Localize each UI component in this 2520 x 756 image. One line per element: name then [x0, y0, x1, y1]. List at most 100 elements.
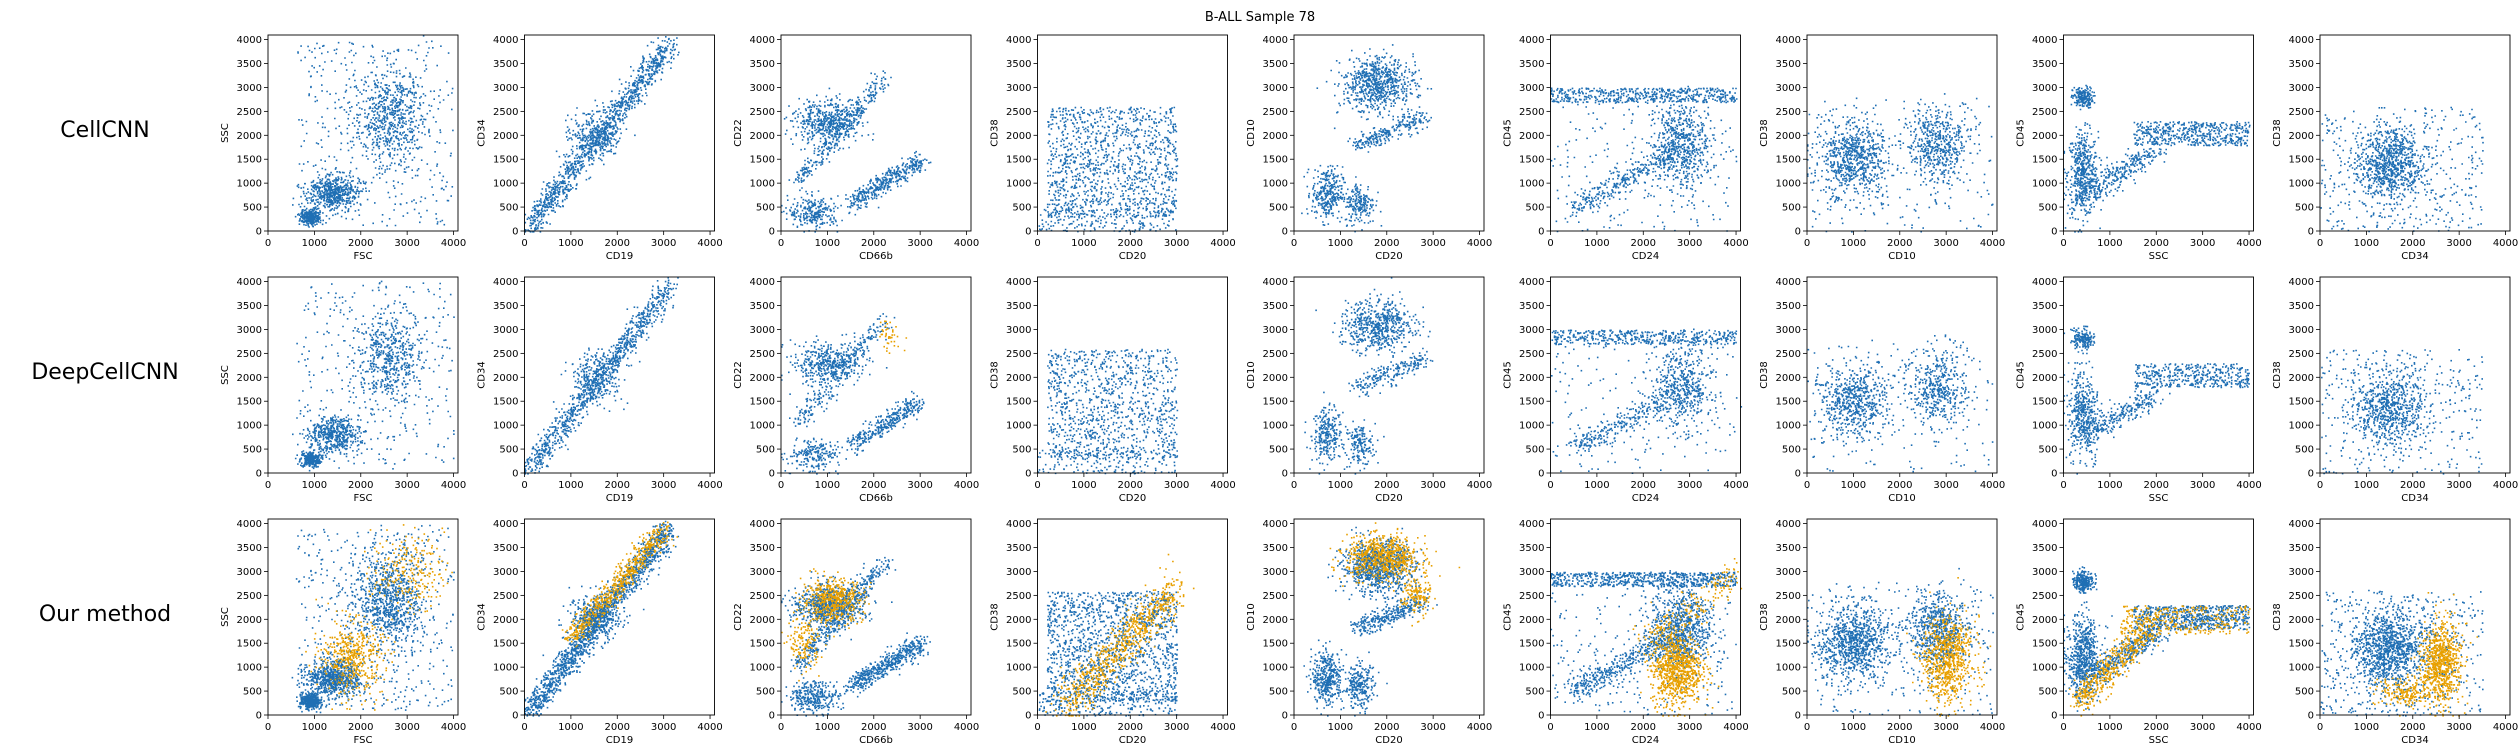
y-tick-label: 2500 [2032, 107, 2057, 118]
scatter-panel: 0 1000 2000 3000 4000 0 500 1000 1500 2000 2500 300… [2272, 276, 2518, 504]
y-tick-label: 2000 [750, 373, 775, 384]
x-tick-label: 4000 [2236, 238, 2261, 249]
y-tick-label: 3500 [1263, 543, 1288, 554]
x-axis-label: FSC [354, 735, 373, 746]
x-tick-label: 0 [1547, 722, 1553, 733]
y-tick-label: 500 [2295, 203, 2314, 214]
y-tick-label: 4000 [493, 277, 518, 288]
y-tick-label: 3500 [1519, 301, 1544, 312]
y-tick-label: 1500 [1776, 397, 1801, 408]
x-tick-label: 4000 [1467, 722, 1492, 733]
y-tick-label: 2000 [493, 131, 518, 142]
row-label-deepcellcnn: DeepCellCNN [31, 360, 179, 385]
x-tick-label: 3000 [2190, 722, 2215, 733]
y-tick-label: 500 [756, 445, 775, 456]
x-tick-label: 3000 [907, 238, 932, 249]
scatter-panel: 0 1000 2000 3000 4000 0 500 1000 1500 2000 2500 300… [1503, 34, 1749, 262]
y-tick-label: 1500 [1263, 397, 1288, 408]
row-label-cellcnn: CellCNN [60, 118, 150, 143]
y-axis-label: CD38 [990, 361, 1001, 388]
y-tick-label: 1000 [493, 179, 518, 190]
y-tick-label: 2500 [2289, 349, 2314, 360]
x-axis-label: CD19 [606, 493, 633, 504]
x-axis-label: CD34 [2401, 493, 2428, 504]
scatter-panel: 0 1000 2000 3000 4000 0 500 1000 1500 2000 2500 300… [220, 276, 466, 504]
scatter-points [2063, 325, 2250, 475]
x-axis-label: CD66b [859, 251, 893, 262]
x-tick-label: 2000 [1887, 722, 1912, 733]
y-tick-label: 1000 [750, 421, 775, 432]
scatter-points [1038, 591, 1178, 716]
y-tick-label: 4000 [237, 277, 262, 288]
x-tick-label: 0 [1804, 238, 1810, 249]
x-tick-label: 2000 [861, 480, 886, 491]
x-tick-label: 0 [2317, 238, 2323, 249]
x-tick-label: 2000 [1118, 238, 1143, 249]
x-tick-label: 1000 [1841, 480, 1866, 491]
x-axis-label: SSC [2149, 735, 2169, 746]
x-tick-label: 2000 [1374, 480, 1399, 491]
y-tick-label: 3000 [1776, 83, 1801, 94]
y-tick-label: 1500 [1263, 639, 1288, 650]
scatter-points [781, 568, 872, 682]
x-tick-label: 1000 [302, 238, 327, 249]
x-tick-label: 4000 [2493, 722, 2518, 733]
y-tick-label: 3000 [2289, 83, 2314, 94]
y-tick-label: 500 [1782, 203, 1801, 214]
y-tick-label: 1000 [2289, 179, 2314, 190]
x-tick-label: 0 [265, 480, 271, 491]
y-tick-label: 3000 [1776, 325, 1801, 336]
y-tick-label: 500 [1012, 445, 1031, 456]
y-tick-label: 2500 [1519, 591, 1544, 602]
x-tick-label: 1000 [302, 480, 327, 491]
x-axis-label: CD20 [1119, 493, 1146, 504]
y-tick-label: 3000 [1263, 325, 1288, 336]
y-tick-label: 3500 [1519, 59, 1544, 70]
y-tick-label: 1500 [2289, 397, 2314, 408]
y-tick-label: 1000 [1519, 179, 1544, 190]
scatter-points [1807, 334, 1994, 473]
y-axis-label: CD38 [1759, 119, 1770, 146]
y-axis-label: CD10 [1246, 361, 1257, 388]
x-tick-label: 3000 [2190, 238, 2215, 249]
x-tick-label: 1000 [1841, 722, 1866, 733]
y-tick-label: 2000 [750, 131, 775, 142]
x-tick-label: 3000 [1420, 480, 1445, 491]
x-axis-label: CD24 [1632, 251, 1659, 262]
scatter-points [2069, 605, 2251, 717]
scatter-points [1038, 590, 1179, 717]
scatter-panel: 0 1000 2000 3000 4000 0 500 1000 1500 2000 2500 300… [990, 276, 1236, 504]
y-axis-label: CD22 [733, 361, 744, 388]
axes-frame [780, 276, 972, 474]
y-axis-label: CD45 [1503, 361, 1514, 388]
axes-frame [1806, 518, 1998, 716]
scatter-panel: 0 1000 2000 3000 4000 0 500 1000 1500 2000 2500 300… [733, 34, 979, 262]
y-tick-label: 3000 [237, 567, 262, 578]
y-tick-label: 0 [256, 711, 262, 722]
axes-frame [524, 276, 715, 474]
axes-frame [267, 276, 459, 474]
y-tick-label: 3500 [1519, 543, 1544, 554]
y-tick-label: 2500 [750, 107, 775, 118]
y-tick-label: 3500 [750, 543, 775, 554]
x-tick-label: 3000 [1164, 480, 1189, 491]
y-tick-label: 0 [256, 227, 262, 238]
x-tick-label: 4000 [1210, 238, 1235, 249]
x-tick-label: 0 [1034, 238, 1040, 249]
x-tick-label: 3000 [1164, 722, 1189, 733]
figure-title: B-ALL Sample 78 [1204, 10, 1316, 25]
scatter-points [781, 70, 932, 233]
scatter-panel: 0 1000 2000 3000 4000 0 500 1000 1500 2000 2500 300… [1246, 276, 1492, 504]
y-tick-label: 3500 [237, 59, 262, 70]
x-tick-label: 4000 [1723, 480, 1748, 491]
y-tick-label: 0 [1282, 711, 1288, 722]
y-tick-label: 0 [1795, 227, 1801, 238]
y-tick-label: 1000 [2289, 421, 2314, 432]
scatter-panel: 0 1000 2000 3000 4000 0 500 1000 1500 2000 2500 300… [220, 34, 466, 262]
y-tick-label: 4000 [1006, 277, 1031, 288]
y-tick-label: 2000 [2289, 373, 2314, 384]
y-tick-label: 0 [1795, 469, 1801, 480]
x-tick-label: 3000 [2446, 722, 2471, 733]
x-tick-label: 1000 [815, 722, 840, 733]
y-tick-label: 2500 [1263, 107, 1288, 118]
